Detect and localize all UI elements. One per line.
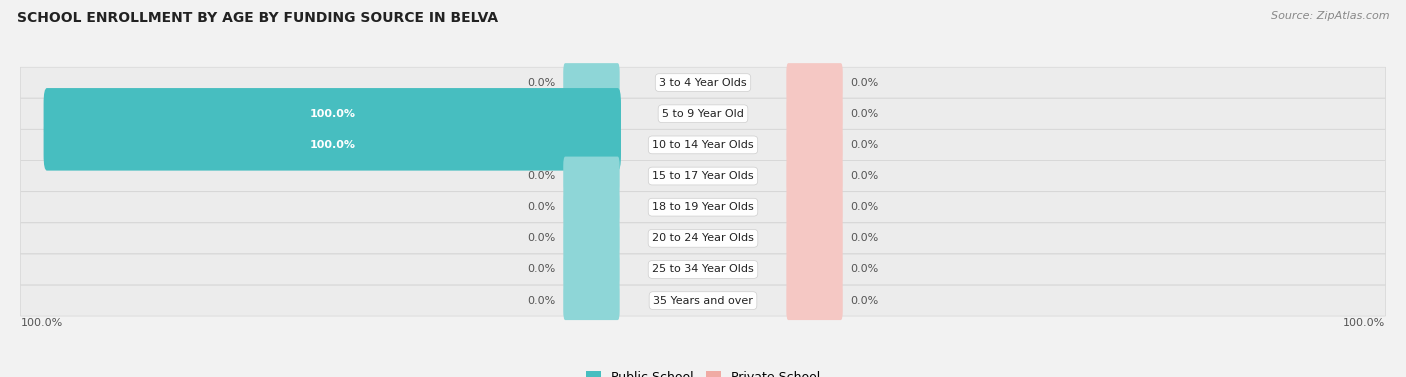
FancyBboxPatch shape	[786, 156, 842, 196]
FancyBboxPatch shape	[564, 63, 620, 102]
Text: 25 to 34 Year Olds: 25 to 34 Year Olds	[652, 265, 754, 274]
FancyBboxPatch shape	[786, 126, 842, 164]
Text: Source: ZipAtlas.com: Source: ZipAtlas.com	[1271, 11, 1389, 21]
Text: 20 to 24 Year Olds: 20 to 24 Year Olds	[652, 233, 754, 243]
Text: 0.0%: 0.0%	[851, 109, 879, 119]
FancyBboxPatch shape	[786, 250, 842, 289]
FancyBboxPatch shape	[20, 98, 1386, 129]
Text: 0.0%: 0.0%	[527, 202, 555, 212]
Text: 0.0%: 0.0%	[527, 296, 555, 306]
FancyBboxPatch shape	[20, 67, 1386, 98]
Text: 15 to 17 Year Olds: 15 to 17 Year Olds	[652, 171, 754, 181]
Text: 100.0%: 100.0%	[309, 109, 356, 119]
FancyBboxPatch shape	[786, 94, 842, 133]
FancyBboxPatch shape	[20, 285, 1386, 316]
Text: 100.0%: 100.0%	[309, 140, 356, 150]
FancyBboxPatch shape	[786, 63, 842, 102]
Text: 35 Years and over: 35 Years and over	[652, 296, 754, 306]
Text: 0.0%: 0.0%	[527, 233, 555, 243]
Text: 100.0%: 100.0%	[21, 318, 63, 328]
Legend: Public School, Private School: Public School, Private School	[581, 366, 825, 377]
FancyBboxPatch shape	[20, 223, 1386, 254]
Text: 0.0%: 0.0%	[851, 140, 879, 150]
FancyBboxPatch shape	[20, 192, 1386, 222]
FancyBboxPatch shape	[564, 156, 620, 196]
FancyBboxPatch shape	[20, 129, 1386, 160]
Text: 18 to 19 Year Olds: 18 to 19 Year Olds	[652, 202, 754, 212]
FancyBboxPatch shape	[564, 219, 620, 258]
Text: 3 to 4 Year Olds: 3 to 4 Year Olds	[659, 78, 747, 87]
Text: 0.0%: 0.0%	[851, 78, 879, 87]
FancyBboxPatch shape	[564, 250, 620, 289]
FancyBboxPatch shape	[44, 88, 621, 139]
FancyBboxPatch shape	[786, 188, 842, 227]
Text: 10 to 14 Year Olds: 10 to 14 Year Olds	[652, 140, 754, 150]
Text: 0.0%: 0.0%	[527, 171, 555, 181]
Text: 0.0%: 0.0%	[851, 233, 879, 243]
FancyBboxPatch shape	[20, 161, 1386, 192]
Text: 0.0%: 0.0%	[851, 171, 879, 181]
Text: 0.0%: 0.0%	[527, 265, 555, 274]
FancyBboxPatch shape	[564, 281, 620, 320]
FancyBboxPatch shape	[44, 119, 621, 170]
Text: 0.0%: 0.0%	[851, 202, 879, 212]
Text: 0.0%: 0.0%	[851, 265, 879, 274]
FancyBboxPatch shape	[20, 254, 1386, 285]
Text: 100.0%: 100.0%	[1343, 318, 1385, 328]
Text: 0.0%: 0.0%	[527, 78, 555, 87]
FancyBboxPatch shape	[786, 281, 842, 320]
FancyBboxPatch shape	[564, 188, 620, 227]
Text: 5 to 9 Year Old: 5 to 9 Year Old	[662, 109, 744, 119]
Text: SCHOOL ENROLLMENT BY AGE BY FUNDING SOURCE IN BELVA: SCHOOL ENROLLMENT BY AGE BY FUNDING SOUR…	[17, 11, 498, 25]
Text: 0.0%: 0.0%	[851, 296, 879, 306]
FancyBboxPatch shape	[786, 219, 842, 258]
